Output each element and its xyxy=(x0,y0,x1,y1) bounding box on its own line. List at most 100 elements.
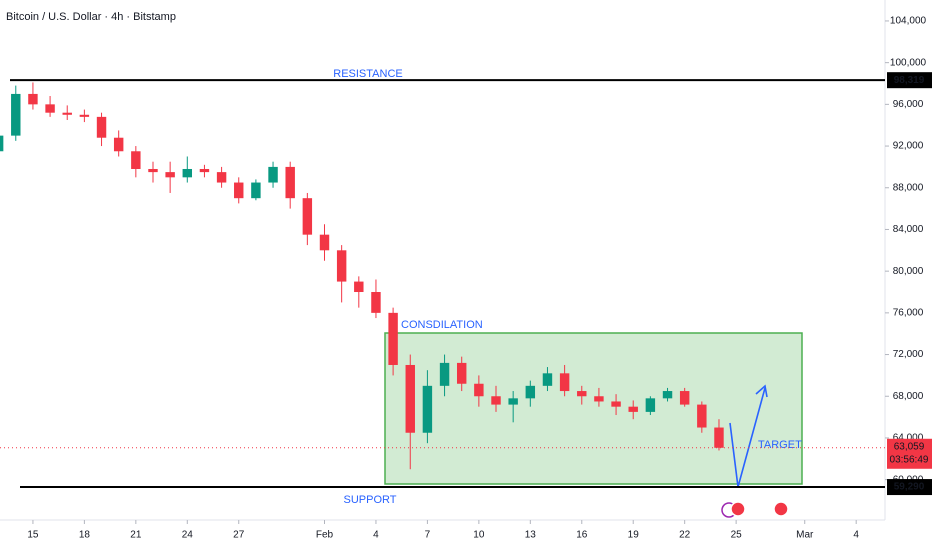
event-icon xyxy=(773,501,789,517)
x-tick-label: 15 xyxy=(27,530,39,541)
x-tick-label: 18 xyxy=(79,530,91,541)
candle xyxy=(645,396,656,416)
x-tick-label: 21 xyxy=(130,530,142,541)
event-icons xyxy=(721,501,789,518)
candle xyxy=(113,130,124,157)
candle xyxy=(0,135,4,152)
candle xyxy=(371,279,381,319)
candle-body xyxy=(371,292,381,313)
candle-body xyxy=(113,137,124,152)
consolidation-label: CONSDILATION xyxy=(401,319,483,331)
candle-body xyxy=(388,312,398,365)
candle xyxy=(216,166,227,188)
candle xyxy=(336,245,347,303)
candle-body xyxy=(165,172,175,178)
support-price-box xyxy=(887,479,932,496)
candle-body xyxy=(11,93,21,136)
x-tick-label: 10 xyxy=(473,530,485,541)
candle-body xyxy=(611,401,621,407)
candle-body xyxy=(148,168,158,173)
x-tick-label: 7 xyxy=(425,530,431,541)
candle-body xyxy=(679,391,690,405)
candle-body xyxy=(439,362,450,386)
candle-body xyxy=(216,172,227,183)
candle xyxy=(96,112,107,147)
last-price-box xyxy=(887,438,932,469)
arrow-head xyxy=(755,384,768,398)
candle xyxy=(628,400,638,420)
candle-body xyxy=(714,427,724,448)
candle-body xyxy=(697,404,707,428)
y-tick-label: 68,000 xyxy=(893,391,924,402)
candle xyxy=(474,375,484,407)
x-tick-label: 25 xyxy=(731,530,743,541)
y-tick-label: 80,000 xyxy=(893,266,924,277)
candle-body xyxy=(456,362,467,384)
candle-body xyxy=(319,234,330,251)
candle-body xyxy=(354,281,364,293)
support-price-label: 59,290 xyxy=(894,482,925,493)
candle xyxy=(285,161,295,209)
y-tick-label: 104,000 xyxy=(890,16,927,27)
event-icon xyxy=(730,501,746,517)
candle xyxy=(611,394,621,416)
candle xyxy=(354,276,364,308)
x-tick-label: 22 xyxy=(679,530,691,541)
candle xyxy=(165,161,175,193)
candle-body xyxy=(131,151,141,169)
candle-body xyxy=(0,135,4,152)
target-label: TARGET xyxy=(758,439,802,451)
candle-body xyxy=(234,182,244,199)
y-tick-label: 84,000 xyxy=(893,224,924,235)
candle xyxy=(62,105,72,120)
last-price-label: 63,059 xyxy=(894,441,925,452)
candle xyxy=(319,224,330,261)
y-tick-label: 96,000 xyxy=(893,99,924,110)
candle xyxy=(251,179,261,201)
candle-body xyxy=(268,166,278,183)
candle xyxy=(234,177,244,204)
y-tick-label: 64,000 xyxy=(893,433,924,444)
candle xyxy=(268,161,278,188)
candle-body xyxy=(594,396,604,402)
candle xyxy=(79,109,90,123)
candle xyxy=(697,401,707,433)
candle-body xyxy=(251,182,261,199)
chart-title: Bitcoin / U.S. Dollar · 4h · Bitstamp xyxy=(6,11,176,23)
candle-body xyxy=(285,166,295,199)
resistance-label: RESISTANCE xyxy=(333,68,402,80)
candle xyxy=(456,356,467,392)
y-tick-label: 76,000 xyxy=(893,307,924,318)
candle-body xyxy=(491,396,501,405)
candle xyxy=(405,354,415,470)
candle xyxy=(679,387,690,407)
candle-body xyxy=(525,385,536,399)
candle xyxy=(388,307,398,376)
y-tick-label: 100,000 xyxy=(890,57,927,68)
x-tick-label: 4 xyxy=(373,530,379,541)
x-tick-label: 24 xyxy=(182,530,194,541)
candle-body xyxy=(422,385,433,433)
y-tick-label: 92,000 xyxy=(893,141,924,152)
x-tick-label: 4 xyxy=(853,530,859,541)
candle-body xyxy=(199,168,210,173)
candle xyxy=(525,380,536,407)
candle-body xyxy=(405,364,415,433)
candle-body xyxy=(302,198,313,235)
candle xyxy=(182,156,193,183)
candle xyxy=(542,367,553,392)
candle xyxy=(148,161,158,183)
candle xyxy=(594,387,604,407)
candle xyxy=(302,192,313,246)
candle-body xyxy=(628,406,638,412)
countdown-label: 03:56:49 xyxy=(890,454,929,465)
candle-body xyxy=(645,398,656,412)
candle-body xyxy=(45,104,55,113)
candle xyxy=(422,370,433,444)
candle xyxy=(45,96,55,117)
x-tick-label: Mar xyxy=(796,530,814,541)
candle-body xyxy=(542,373,553,386)
support-label: SUPPORT xyxy=(344,494,397,506)
